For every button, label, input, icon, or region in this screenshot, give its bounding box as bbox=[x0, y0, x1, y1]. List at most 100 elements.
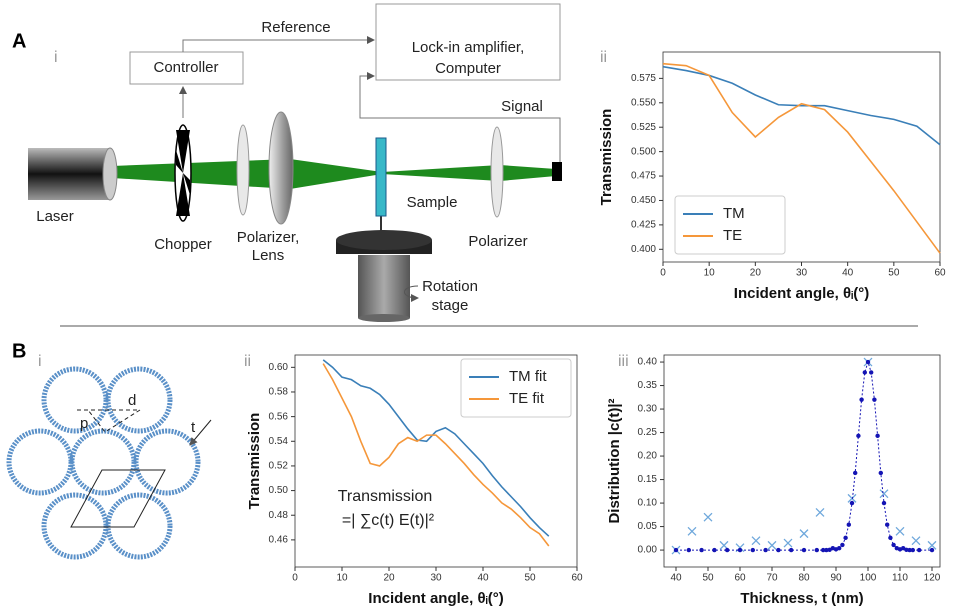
d-label: d bbox=[128, 392, 136, 409]
stage-body bbox=[358, 255, 410, 318]
y-axis-label: Transmission bbox=[598, 109, 615, 206]
point bbox=[872, 397, 877, 402]
shell bbox=[41, 492, 109, 560]
x-tick-label: 20 bbox=[383, 573, 395, 584]
setup-diagram: Controller Lock-in amplifier, Computer R… bbox=[28, 3, 562, 322]
x-tick-label: 40 bbox=[670, 573, 682, 584]
y-tick-label: 0.52 bbox=[269, 461, 289, 472]
point bbox=[853, 470, 858, 476]
y-tick-label: 0.400 bbox=[631, 244, 656, 255]
point bbox=[929, 547, 935, 553]
chopper-label: Chopper bbox=[154, 236, 212, 253]
stage-bottom bbox=[358, 314, 410, 322]
point bbox=[821, 547, 826, 553]
point bbox=[869, 370, 874, 375]
y-tick-label: 0.10 bbox=[638, 498, 658, 509]
point bbox=[801, 547, 807, 553]
x-tick-label: 60 bbox=[571, 573, 583, 584]
point bbox=[840, 542, 845, 548]
polarizer-lens-label: Lens bbox=[252, 247, 285, 264]
x-tick-label: 120 bbox=[924, 573, 941, 584]
y-tick-label: 0.05 bbox=[638, 521, 658, 532]
subpanel-label: iii bbox=[618, 353, 629, 370]
laser-beam bbox=[112, 159, 556, 189]
y-tick-label: 0.500 bbox=[631, 146, 656, 157]
lockin-box bbox=[375, 3, 561, 81]
t-label: t bbox=[191, 419, 196, 436]
y-tick-label: 0.00 bbox=[638, 545, 658, 556]
point bbox=[837, 545, 842, 551]
x-marker bbox=[911, 536, 921, 546]
x-marker bbox=[879, 489, 889, 499]
laser bbox=[28, 148, 110, 200]
point bbox=[849, 500, 855, 506]
point bbox=[910, 547, 915, 553]
reference-label: Reference bbox=[261, 19, 330, 36]
controller-label: Controller bbox=[153, 59, 218, 76]
x-tick-label: 0 bbox=[660, 268, 666, 279]
lockin-label: Computer bbox=[435, 60, 501, 77]
point bbox=[878, 470, 883, 476]
point bbox=[891, 542, 896, 548]
x-marker bbox=[767, 540, 777, 550]
x-tick-label: 30 bbox=[796, 268, 808, 279]
x-tick-label: 50 bbox=[888, 268, 900, 279]
polarizer bbox=[490, 126, 504, 218]
y-axis-label: Distribution |c(t)|² bbox=[606, 398, 623, 523]
y-tick-label: 0.50 bbox=[269, 485, 289, 496]
y-tick-label: 0.46 bbox=[269, 535, 289, 546]
x-tick-label: 80 bbox=[798, 573, 810, 584]
point bbox=[686, 547, 691, 553]
point bbox=[856, 433, 861, 439]
y-tick-label: 0.550 bbox=[631, 97, 656, 108]
y-tick-label: 0.40 bbox=[638, 357, 658, 368]
panel-label: A bbox=[12, 30, 26, 52]
spacing-triangle bbox=[77, 409, 142, 433]
x-marker bbox=[751, 536, 761, 546]
annotation: Transmission bbox=[338, 488, 433, 505]
laser-label: Laser bbox=[36, 208, 74, 225]
series-line bbox=[322, 359, 550, 537]
subpanel-label: i bbox=[38, 353, 42, 370]
shell bbox=[105, 492, 173, 560]
y-tick-label: 0.25 bbox=[638, 427, 658, 438]
series-line bbox=[322, 363, 550, 547]
shell bbox=[69, 428, 137, 496]
shell bbox=[6, 428, 74, 496]
x-tick-label: 100 bbox=[860, 573, 877, 584]
y-tick-label: 0.30 bbox=[638, 404, 658, 415]
lockin-label: Lock-in amplifier, bbox=[412, 39, 525, 56]
y-tick-label: 0.425 bbox=[631, 220, 656, 231]
point bbox=[763, 547, 768, 553]
x-tick-label: 30 bbox=[430, 573, 442, 584]
x-tick-label: 10 bbox=[704, 268, 716, 279]
chopper-blades bbox=[176, 130, 190, 216]
x-marker bbox=[927, 540, 937, 550]
x-tick-label: 60 bbox=[934, 268, 946, 279]
x-tick-label: 40 bbox=[842, 268, 854, 279]
panel-label: B bbox=[12, 340, 26, 362]
x-tick-label: 60 bbox=[734, 573, 746, 584]
y-tick-label: 0.15 bbox=[638, 474, 658, 485]
legend-label: TM bbox=[723, 205, 745, 222]
series-line bbox=[662, 62, 941, 254]
point bbox=[885, 522, 890, 527]
x-tick-label: 50 bbox=[524, 573, 536, 584]
point bbox=[824, 547, 829, 553]
shell bbox=[41, 366, 109, 434]
x-tick-label: 10 bbox=[336, 573, 348, 584]
thickness-arrow bbox=[189, 419, 212, 446]
polarizer-lens-label: Polarizer, bbox=[237, 229, 300, 246]
lens bbox=[268, 111, 294, 225]
unit-cell bbox=[70, 469, 166, 528]
signal-label: Signal bbox=[501, 98, 543, 115]
point bbox=[875, 433, 880, 439]
p-label: p bbox=[80, 415, 88, 432]
point bbox=[907, 547, 912, 553]
controller-box bbox=[129, 51, 244, 85]
legend-label: TE bbox=[723, 227, 742, 244]
rotation-label: stage bbox=[432, 297, 469, 314]
subpanel-label: ii bbox=[600, 49, 607, 66]
sample bbox=[375, 137, 387, 217]
point bbox=[814, 547, 819, 553]
